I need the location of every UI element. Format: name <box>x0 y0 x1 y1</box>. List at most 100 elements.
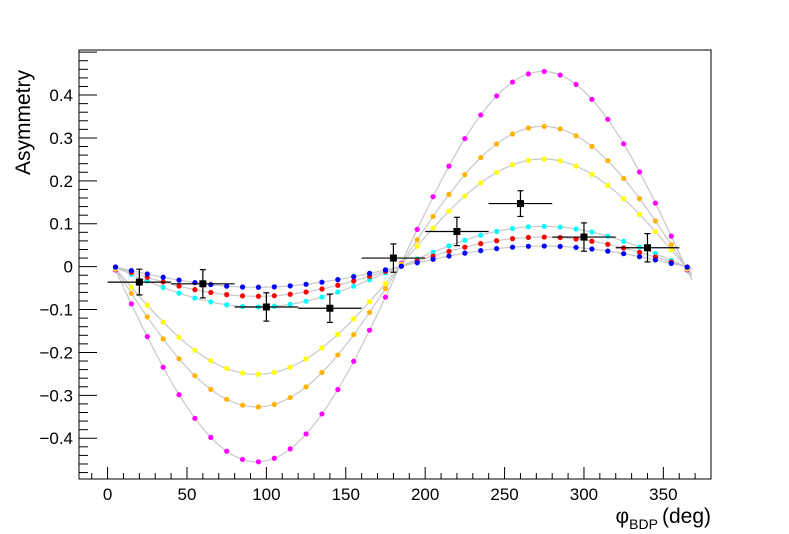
model-marker-1-19 <box>414 237 420 243</box>
model-marker-3-11 <box>287 301 293 307</box>
model-marker-2-23 <box>478 180 484 186</box>
model-marker-1-27 <box>541 123 547 129</box>
model-marker-3-4 <box>176 290 182 296</box>
model-marker-3-23 <box>478 232 484 238</box>
model-marker-0-30 <box>589 96 595 102</box>
model-marker-2-35 <box>668 247 674 253</box>
data-point-marker <box>389 254 397 262</box>
model-marker-0-33 <box>636 169 643 175</box>
model-marker-0-17 <box>382 294 389 300</box>
model-marker-4-7 <box>224 292 230 298</box>
model-marker-3-20 <box>430 249 436 255</box>
y-tick-label: −0.1 <box>39 301 73 320</box>
model-marker-2-19 <box>414 243 420 249</box>
model-marker-3-3 <box>160 284 166 291</box>
model-marker-0-21 <box>446 163 452 169</box>
data-point-0 <box>107 268 172 296</box>
model-marker-0-5 <box>192 415 198 421</box>
model-marker-0-26 <box>525 71 531 77</box>
model-marker-1-2 <box>144 314 150 320</box>
model-marker-3-6 <box>208 299 214 305</box>
data-point-marker <box>516 200 524 208</box>
model-marker-3-10 <box>271 303 277 309</box>
model-marker-4-30 <box>589 238 595 244</box>
model-marker-3-25 <box>509 225 516 232</box>
model-marker-1-9 <box>255 404 262 410</box>
model-marker-1-6 <box>208 386 214 392</box>
data-point-marker <box>643 244 651 252</box>
model-marker-3-31 <box>605 233 611 239</box>
model-marker-2-30 <box>589 171 595 177</box>
data-point-marker <box>262 303 270 311</box>
model-marker-2-22 <box>462 193 468 199</box>
y-tick-label: 0.3 <box>49 129 73 148</box>
x-axis: 0 50 100 150 200 250 300 350 <box>91 467 696 504</box>
y-axis-title: Asymmetry <box>12 70 35 176</box>
model-marker-3-30 <box>589 229 595 235</box>
model-marker-4-11 <box>287 291 293 297</box>
model-marker-2-16 <box>366 299 373 305</box>
data-point-1 <box>171 269 235 299</box>
model-marker-2-4 <box>176 334 182 340</box>
data-point-2 <box>234 292 299 322</box>
x-axis-title-subscript: BDP <box>629 516 658 532</box>
model-marker-3-13 <box>319 294 325 300</box>
model-marker-1-35 <box>668 242 674 248</box>
data-point-8 <box>615 233 680 263</box>
x-tick-label: 350 <box>649 485 677 504</box>
model-marker-0-29 <box>573 81 579 88</box>
data-point-6 <box>488 190 553 218</box>
model-marker-2-12 <box>303 356 309 362</box>
model-marker-1-23 <box>478 155 484 161</box>
model-marker-0-27 <box>541 68 547 75</box>
model-marker-3-21 <box>446 243 452 249</box>
model-marker-5-22 <box>462 250 468 256</box>
model-marker-4-24 <box>494 238 500 244</box>
model-marker-2-15 <box>351 316 357 322</box>
model-marker-5-23 <box>478 248 484 254</box>
model-marker-2-20 <box>430 225 436 231</box>
model-marker-0-14 <box>335 386 341 393</box>
model-marker-3-22 <box>462 237 468 243</box>
model-marker-0-23 <box>478 112 484 118</box>
model-marker-4-31 <box>605 241 611 247</box>
model-marker-0-2 <box>144 334 150 340</box>
y-tick-label: −0.2 <box>39 343 73 362</box>
model-marker-4-25 <box>509 236 516 242</box>
model-marker-5-0 <box>112 264 119 270</box>
data-point-7 <box>552 222 616 252</box>
model-marker-1-20 <box>430 213 436 219</box>
model-marker-1-33 <box>636 196 643 202</box>
model-marker-5-4 <box>176 277 182 283</box>
model-marker-0-15 <box>351 358 357 364</box>
plot-frame <box>78 49 712 480</box>
y-tick-label: 0 <box>64 258 73 277</box>
model-marker-2-10 <box>271 369 277 375</box>
model-marker-0-6 <box>208 434 214 440</box>
data-point-3 <box>298 293 362 324</box>
x-tick-label: 200 <box>411 485 439 504</box>
model-marker-0-4 <box>176 392 182 398</box>
model-marker-0-12 <box>303 431 309 437</box>
data-point-marker <box>199 280 207 288</box>
model-marker-2-28 <box>557 158 563 164</box>
model-marker-4-10 <box>271 293 277 299</box>
y-tick-label: 0.4 <box>49 86 73 105</box>
model-marker-0-1 <box>128 301 134 307</box>
model-marker-1-31 <box>605 158 611 164</box>
model-marker-1-4 <box>176 356 182 362</box>
model-marker-1-28 <box>557 126 563 132</box>
x-axis-title-unit: (deg) <box>662 505 711 528</box>
model-marker-3-27 <box>541 223 547 229</box>
model-marker-1-22 <box>462 172 468 178</box>
model-marker-3-32 <box>621 238 627 244</box>
model-marker-2-1 <box>128 284 134 290</box>
model-marker-2-13 <box>319 345 325 351</box>
model-marker-5-35 <box>668 260 674 267</box>
model-marker-2-17 <box>382 280 389 287</box>
model-marker-2-25 <box>509 162 516 168</box>
model-marker-2-21 <box>446 208 452 214</box>
model-marker-0-16 <box>366 327 373 333</box>
model-marker-4-33 <box>636 249 643 255</box>
